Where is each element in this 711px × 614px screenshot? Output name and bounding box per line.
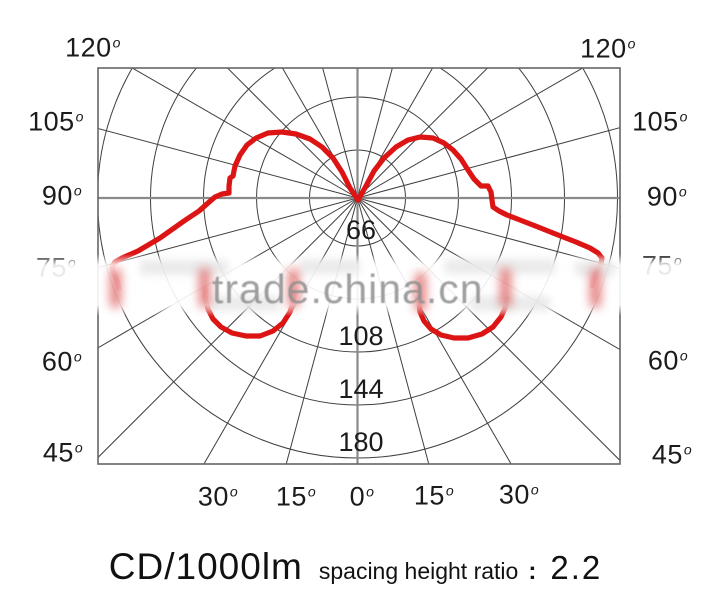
angle-label-90-left: 90o bbox=[41, 180, 83, 211]
angle-label-105-right: 105o bbox=[632, 106, 688, 137]
degree-symbol: o bbox=[445, 482, 455, 499]
caption-colon: : bbox=[528, 558, 537, 585]
degree-symbol: o bbox=[229, 483, 239, 500]
ring-value-108: 108 bbox=[338, 321, 384, 351]
degree-symbol: o bbox=[307, 483, 317, 500]
angle-label-45-left: 45o bbox=[42, 437, 84, 468]
degree-symbol: o bbox=[678, 183, 688, 200]
watermark-text: trade.china.cn bbox=[212, 266, 484, 312]
curve-smear bbox=[415, 272, 426, 312]
ring-value-66: 66 bbox=[345, 215, 377, 245]
watermark-ghost bbox=[445, 259, 555, 274]
angle-label-30-bottom-left: 30o bbox=[197, 481, 239, 512]
degree-symbol: o bbox=[530, 481, 540, 498]
curve-smear bbox=[288, 268, 299, 308]
angle-label-15-bottom-right: 15o bbox=[413, 480, 455, 511]
angle-label-15-bottom-left: 15o bbox=[275, 481, 317, 512]
angle-label-0-bottom: 0o bbox=[349, 481, 375, 512]
watermark-band: trade.china.cn bbox=[0, 254, 711, 316]
curve-smear bbox=[590, 268, 601, 308]
degree-symbol: o bbox=[74, 439, 84, 456]
ring-value-144: 144 bbox=[338, 374, 384, 404]
caption-ratio-label: spacing height ratio bbox=[318, 558, 519, 584]
degree-symbol: o bbox=[679, 347, 689, 364]
degree-symbol: o bbox=[73, 348, 83, 365]
degree-symbol: o bbox=[679, 108, 688, 125]
caption-unit: CD/1000lm bbox=[108, 546, 303, 587]
degree-symbol: o bbox=[683, 441, 693, 458]
angle-label-30-bottom-right: 30o bbox=[498, 479, 540, 510]
degree-symbol: o bbox=[73, 182, 83, 199]
curve-smear bbox=[500, 268, 511, 308]
degree-symbol: o bbox=[366, 483, 375, 500]
degree-symbol: o bbox=[112, 34, 121, 51]
angle-label-45-right: 45o bbox=[651, 439, 693, 470]
angle-label-60-left: 60o bbox=[41, 346, 83, 377]
curve-smear bbox=[110, 268, 121, 308]
watermark-ghost bbox=[300, 259, 360, 274]
angle-label-90-right: 90o bbox=[646, 181, 688, 212]
angle-label-120-left: 120o bbox=[65, 32, 121, 63]
curve-smear bbox=[199, 268, 210, 308]
angle-label-120-right: 120o bbox=[580, 33, 636, 64]
degree-symbol: o bbox=[627, 35, 636, 52]
ring-value-180: 180 bbox=[338, 427, 384, 457]
chart-caption: CD/1000lm spacing height ratio : 2.2 bbox=[109, 546, 602, 588]
angle-label-60-right: 60o bbox=[647, 345, 689, 376]
degree-symbol: o bbox=[75, 108, 84, 125]
angle-label-105-left: 105o bbox=[28, 106, 84, 137]
watermark-ghost bbox=[210, 296, 280, 311]
caption-ratio-value: 2.2 bbox=[550, 549, 603, 586]
